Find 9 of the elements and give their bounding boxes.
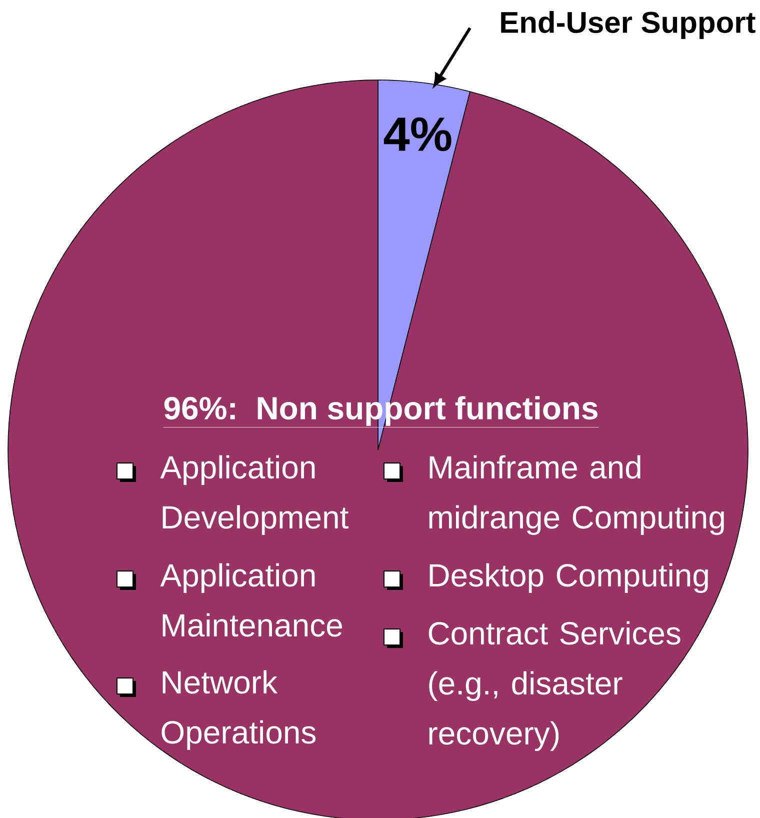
text: Application Maintenance: [160, 563, 342, 637]
text: Mainframe and midrange Computing: [429, 455, 724, 536]
text: Desktop Computing: [430, 563, 708, 594]
text: Contract Services (e.g., disaster recovery): [428, 621, 680, 752]
text: Application Development: [160, 455, 348, 536]
data-label: 96%:: [164, 396, 235, 420]
slice-label: End-User Support: [501, 11, 756, 39]
text: Network Operations: [162, 670, 316, 750]
data-label: 4%: [384, 117, 452, 152]
